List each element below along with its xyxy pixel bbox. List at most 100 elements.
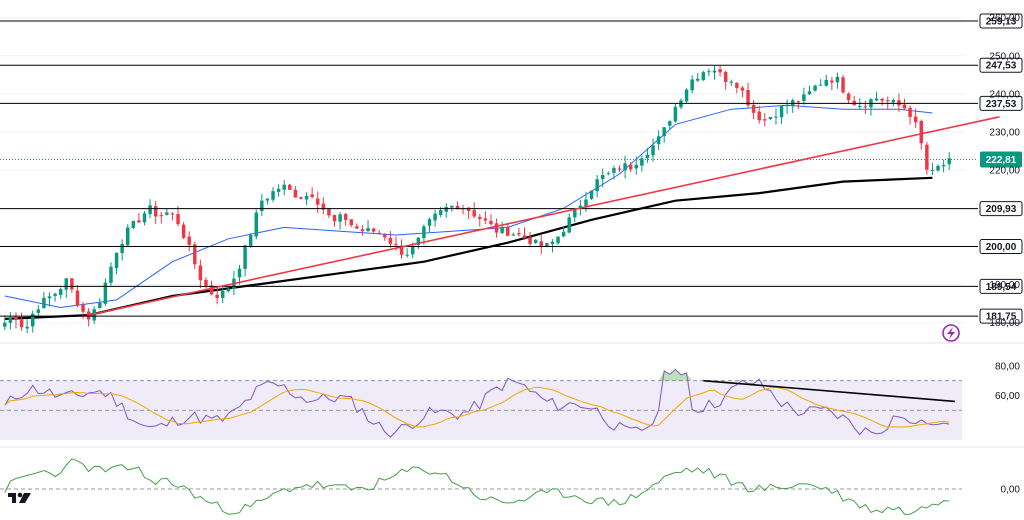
candle-body (740, 87, 745, 91)
moving-average-slow (4, 176, 933, 320)
candle-body (489, 220, 493, 225)
candle-body (729, 81, 733, 83)
candle-body (193, 244, 197, 265)
candle-body (807, 91, 812, 95)
candle-body (405, 254, 409, 256)
rsi-panel: 80,00 60,00 (0, 361, 1020, 440)
price-axis-tick-label: 260,00 (989, 13, 1020, 24)
candle-body (561, 231, 566, 237)
candle-body (936, 165, 940, 171)
candle-body (640, 158, 644, 166)
candle-body (623, 163, 627, 171)
candle-body (444, 207, 448, 212)
candle-body (595, 179, 599, 192)
candle-body (500, 227, 504, 234)
candle-body (25, 326, 29, 329)
candle-body (723, 71, 728, 82)
candle-body (226, 288, 231, 292)
candle-body (327, 208, 331, 216)
candle-body (455, 205, 460, 210)
candle-body (651, 145, 655, 156)
candle-body (265, 198, 270, 201)
candle-body (466, 207, 471, 212)
candle-body (75, 290, 80, 306)
candle-body (858, 106, 862, 108)
candle-body (886, 100, 890, 102)
candle-body (142, 213, 147, 223)
candle-body (617, 168, 622, 170)
rsi-axis-tick-label: 60,00 (995, 391, 1020, 402)
candle-body (31, 313, 35, 327)
candle-body (796, 101, 801, 103)
price-axis: 260,00 250,00 240,00 230,00 220,00 190,00 180,… (989, 13, 1020, 329)
candle-body (846, 93, 851, 101)
price-axis-tick-label: 190,00 (989, 280, 1020, 291)
candle-body (114, 252, 119, 269)
rsi-overbought-fill (647, 369, 704, 381)
candle-body (98, 302, 102, 309)
candle-body (947, 158, 951, 165)
candle-body (746, 89, 750, 106)
rsi-trendline (703, 379, 955, 403)
candle-body (70, 278, 74, 290)
candle-body (919, 120, 923, 144)
candle-body (64, 278, 68, 290)
rsi-axis-tick-label: 80,00 (995, 361, 1020, 372)
candle-body (148, 205, 152, 215)
candle-body (198, 265, 203, 281)
moving-average-fast (4, 104, 933, 309)
candle-body (58, 289, 63, 295)
candle-body (438, 210, 443, 215)
candle-body (506, 227, 510, 236)
level-badge (979, 238, 1023, 254)
candle-body (14, 316, 18, 320)
candle-body (3, 322, 7, 327)
candle-body (478, 217, 482, 220)
price-grid (0, 17, 965, 324)
candle-body (260, 200, 264, 212)
candle-body (696, 78, 700, 81)
candle-body (645, 154, 650, 159)
candle-body (371, 228, 376, 232)
candle-body (276, 188, 281, 192)
candle-body (209, 285, 214, 295)
candle-body (472, 210, 476, 217)
candle-body (824, 79, 828, 86)
candle-body (662, 127, 666, 137)
candle-body (863, 106, 868, 108)
candle-body (751, 104, 756, 113)
candle-body (321, 203, 326, 210)
level-badge (979, 278, 1023, 294)
candle-body (712, 70, 717, 73)
candle-body (757, 111, 761, 121)
candle-body (578, 205, 583, 208)
candle-body (427, 219, 432, 226)
price-axis-tick-label: 240,00 (989, 89, 1020, 100)
price-axis-tick-label: 250,00 (989, 51, 1020, 62)
candle-body (215, 294, 219, 299)
level-badge (979, 201, 1023, 217)
candle-body (204, 279, 208, 286)
candle-body (539, 241, 543, 247)
candle-body (109, 266, 113, 283)
candle-body (584, 199, 588, 207)
candle-body (679, 100, 683, 108)
candle-body (383, 234, 387, 238)
candle-body (902, 104, 907, 109)
level-label: 237,53 (986, 99, 1017, 110)
candle-body (422, 226, 426, 239)
candle-body (913, 116, 918, 123)
candle-body (176, 214, 180, 225)
candle-body (763, 119, 767, 121)
candle-body (360, 229, 365, 232)
candle-body (92, 309, 96, 321)
candle-body (19, 319, 24, 328)
tradingview-logo-icon[interactable] (8, 492, 31, 503)
candle-body (299, 197, 303, 199)
lightning-icon[interactable] (942, 324, 960, 342)
candle-body (735, 83, 739, 89)
candle-body (768, 116, 773, 120)
oscillator-panel: 0,00 (0, 458, 1021, 515)
oscillator-axis-tick-label: 0,00 (1001, 485, 1021, 496)
